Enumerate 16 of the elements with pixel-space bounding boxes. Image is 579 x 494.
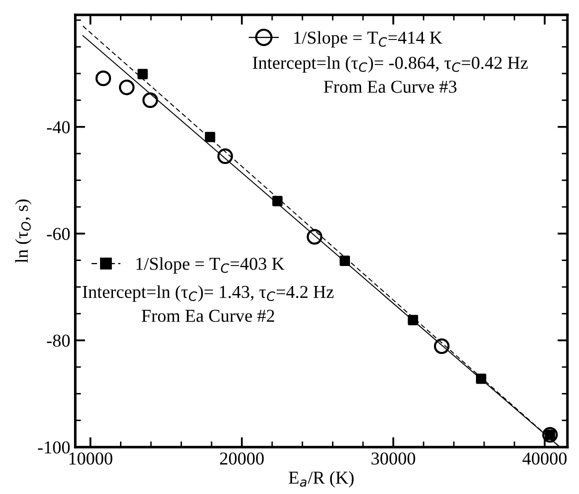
annotation: Intercept=ln (τ$_{C}$)= 1.43, τ$_{C}$=4.2 Hz [82, 285, 334, 302]
legend-label: 1/Slope = T$_{C}$=403 K [136, 257, 284, 274]
x-tick-label: 30000 [372, 452, 416, 465]
y-tick-label: -100 [38, 441, 70, 454]
annotation: Intercept=ln (τ$_{C}$)= -0.864, τ$_{C}$=0.42 Hz [252, 56, 528, 73]
annotation: From Ea Curve #3 [324, 80, 456, 93]
y-axis-title: ln (τ$_{O}$, s) [15, 200, 32, 263]
x-tick-label: 10000 [69, 452, 112, 465]
legend-label: 1/Slope = T$_{C}$=414 K [294, 31, 442, 48]
y-tick-label: -60 [47, 228, 70, 240]
x-tick-label: 40000 [522, 452, 567, 465]
y-tick-label: -80 [47, 334, 70, 347]
y-tick-label: -40 [47, 121, 70, 134]
x-axis-title: E$_{a}$/R (K) [288, 471, 354, 488]
x-tick-label: 20000 [220, 452, 264, 465]
annotation: From Ea Curve #2 [142, 310, 274, 322]
